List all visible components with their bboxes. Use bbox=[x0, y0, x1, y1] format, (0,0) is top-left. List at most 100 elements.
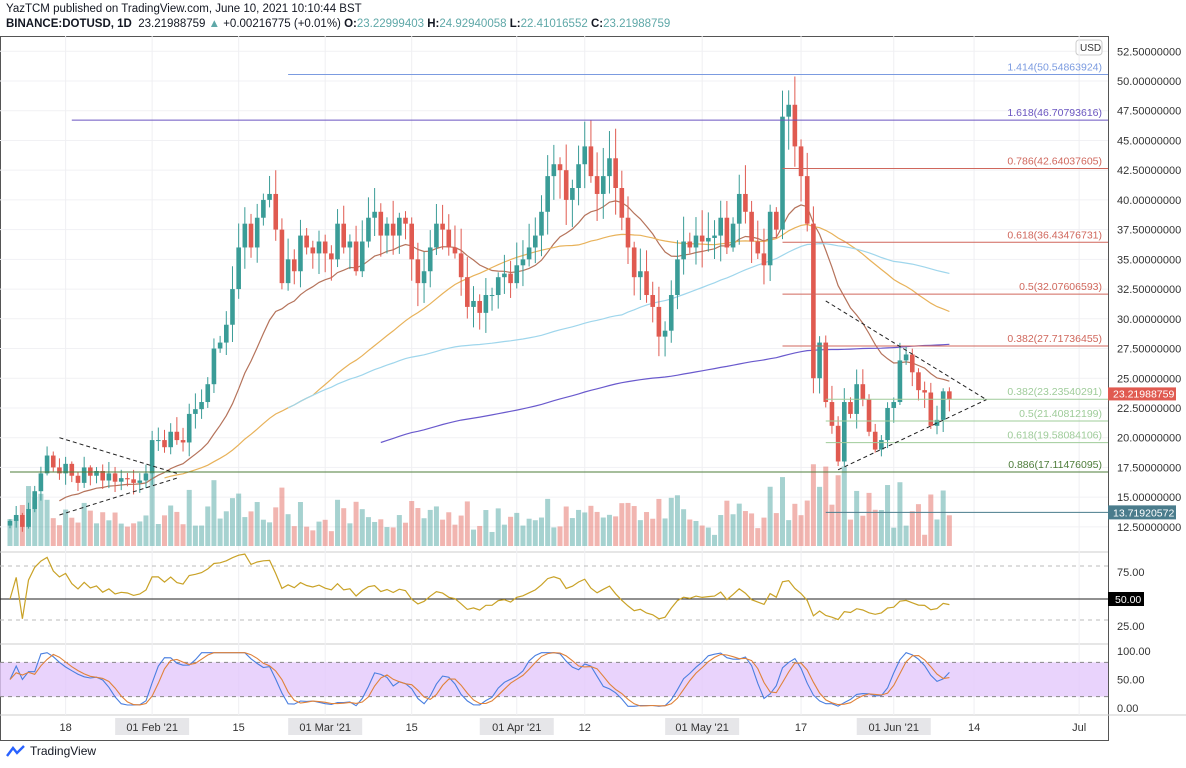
candle-body bbox=[63, 463, 68, 474]
candle-body bbox=[316, 241, 322, 254]
volume-bar bbox=[433, 506, 439, 546]
stoch-tick-label: 0.00 bbox=[1117, 703, 1138, 715]
volume-bar bbox=[489, 531, 495, 546]
volume-bar bbox=[471, 529, 476, 546]
candle bbox=[922, 381, 927, 408]
candle bbox=[804, 152, 810, 232]
price-tick-label: 22.50000000 bbox=[1117, 403, 1181, 415]
candle bbox=[607, 131, 612, 194]
volume-bar bbox=[557, 526, 563, 546]
candle-body bbox=[767, 211, 773, 266]
low-value: 22.41016552 bbox=[520, 18, 588, 30]
volume-bar bbox=[50, 518, 56, 546]
volume-bar bbox=[940, 490, 946, 546]
volume-bar bbox=[718, 515, 724, 546]
candle-body bbox=[526, 247, 532, 260]
candle-body bbox=[118, 478, 124, 482]
price-tick-label: 47.50000000 bbox=[1117, 106, 1181, 118]
candle-body bbox=[774, 211, 779, 230]
candle-body bbox=[730, 223, 736, 248]
candle bbox=[940, 388, 946, 432]
candle bbox=[761, 228, 767, 285]
volume-bar bbox=[810, 464, 816, 546]
candle-body bbox=[162, 440, 167, 448]
volume-bar bbox=[440, 519, 446, 546]
time-label-bg bbox=[665, 718, 740, 735]
volume-bar bbox=[650, 518, 656, 546]
volume-bar bbox=[730, 514, 736, 546]
volume-bar bbox=[594, 511, 600, 546]
time-tick-label: 17 bbox=[795, 722, 807, 734]
candle-body bbox=[897, 360, 903, 403]
time-label-bg bbox=[479, 718, 554, 735]
candle-body bbox=[69, 463, 75, 476]
candle-body bbox=[205, 384, 211, 403]
time-label-bg bbox=[288, 718, 363, 735]
candle-body bbox=[261, 199, 266, 218]
candle-body bbox=[465, 277, 470, 307]
candle-body bbox=[607, 158, 612, 177]
candle-body bbox=[885, 407, 890, 441]
fib-level-label: 0.886(17.11476095) bbox=[1008, 459, 1102, 471]
candle bbox=[582, 121, 588, 189]
volume-bar bbox=[804, 500, 810, 546]
volume-bar bbox=[192, 525, 198, 546]
candle bbox=[730, 217, 736, 252]
candle-body bbox=[20, 514, 25, 527]
candle bbox=[261, 193, 266, 226]
volume-bar bbox=[372, 521, 378, 546]
candle-body bbox=[743, 193, 748, 212]
candle-body bbox=[903, 354, 909, 361]
stoch-rsi-band bbox=[0, 662, 1108, 697]
candle bbox=[347, 234, 353, 270]
time-tick-label: 18 bbox=[59, 722, 71, 734]
candle bbox=[106, 461, 112, 489]
candle-body bbox=[149, 440, 155, 474]
tradingview-logo[interactable]: TradingView bbox=[6, 744, 96, 758]
candle-body bbox=[7, 520, 13, 526]
volume-bar bbox=[903, 525, 909, 546]
triangle-trendline bbox=[825, 300, 987, 401]
volume-bar bbox=[551, 527, 557, 546]
candle bbox=[619, 170, 625, 231]
time-tick-label: 15 bbox=[233, 722, 245, 734]
candle bbox=[539, 195, 544, 257]
volume-bar bbox=[359, 509, 365, 546]
price-tick-label: 30.00000000 bbox=[1117, 314, 1181, 326]
volume-bar bbox=[835, 475, 841, 546]
publish-info: YazTCM published on TradingView.com, Jun… bbox=[6, 3, 362, 15]
open-label: O: bbox=[344, 18, 357, 30]
candle bbox=[613, 128, 618, 215]
candle bbox=[866, 394, 872, 437]
candle bbox=[638, 248, 643, 300]
volume-bar bbox=[699, 525, 705, 546]
volume-bar bbox=[712, 534, 718, 546]
candle-body bbox=[335, 223, 340, 260]
price-tick-label: 40.00000000 bbox=[1117, 195, 1181, 207]
volume-bar bbox=[421, 518, 427, 546]
candle bbox=[693, 217, 699, 265]
volume-bar bbox=[427, 509, 433, 546]
candle bbox=[502, 254, 507, 294]
volume-bar bbox=[866, 492, 872, 546]
volume-bar bbox=[613, 516, 619, 546]
volume-bar bbox=[87, 510, 93, 546]
candle-body bbox=[860, 384, 866, 400]
candle bbox=[224, 311, 229, 356]
rsi-tick-label: 75.00 bbox=[1117, 567, 1145, 579]
candle-body bbox=[199, 402, 204, 410]
volume-bar bbox=[149, 471, 155, 546]
candle-body bbox=[909, 354, 915, 373]
candle bbox=[767, 204, 773, 282]
stoch-tick-label: 50.00 bbox=[1117, 675, 1145, 687]
candle bbox=[533, 217, 538, 264]
candle-body bbox=[916, 372, 921, 391]
candle-body bbox=[310, 247, 316, 254]
volume-bar bbox=[928, 494, 934, 546]
fib-level-label: 1.414(50.54863924) bbox=[1007, 61, 1102, 73]
volume-bar bbox=[885, 485, 891, 546]
time-tick-label: 01 May '21 bbox=[675, 722, 728, 734]
candle-body bbox=[947, 391, 952, 400]
volume-bar bbox=[909, 511, 915, 546]
